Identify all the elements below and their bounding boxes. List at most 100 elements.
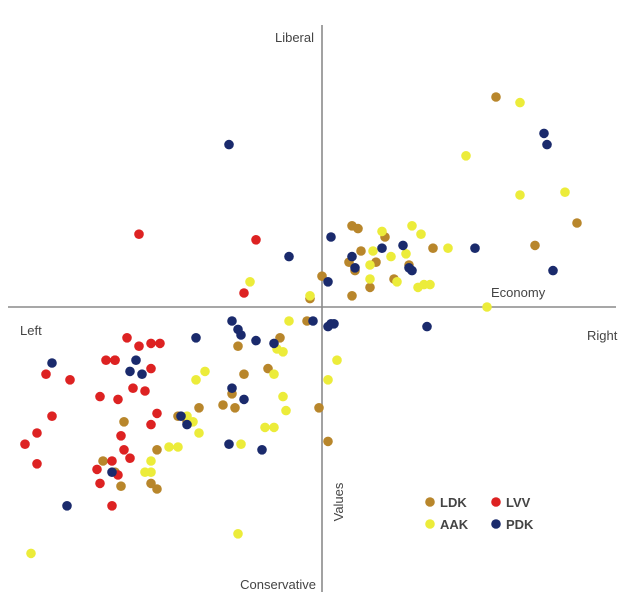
point-aak bbox=[233, 529, 243, 539]
point-aak bbox=[368, 246, 378, 256]
point-pdk bbox=[257, 445, 267, 455]
point-ldk bbox=[491, 92, 501, 102]
point-ldk bbox=[314, 403, 324, 413]
point-lvv bbox=[65, 375, 75, 385]
quadrant-label-left: Left bbox=[20, 323, 42, 338]
point-pdk bbox=[329, 319, 339, 329]
point-pdk bbox=[131, 355, 141, 366]
point-aak bbox=[401, 249, 411, 259]
point-lvv bbox=[101, 355, 111, 366]
point-ldk bbox=[152, 445, 162, 455]
point-pdk bbox=[284, 251, 294, 262]
point-aak bbox=[560, 187, 570, 197]
point-aak bbox=[461, 151, 471, 161]
point-pdk bbox=[251, 335, 261, 346]
x-axis-label: Economy bbox=[491, 285, 546, 300]
point-lvv bbox=[146, 419, 156, 430]
legend-label-lvv: LVV bbox=[506, 495, 531, 510]
point-pdk bbox=[470, 243, 480, 253]
point-ldk bbox=[98, 456, 108, 466]
point-aak bbox=[164, 442, 174, 452]
point-pdk bbox=[47, 358, 57, 368]
point-aak bbox=[386, 251, 396, 262]
point-aak bbox=[281, 405, 291, 416]
point-lvv bbox=[146, 338, 156, 349]
point-ldk bbox=[323, 436, 333, 447]
point-pdk bbox=[539, 128, 549, 139]
point-aak bbox=[443, 243, 453, 253]
data-points bbox=[20, 92, 582, 559]
point-aak bbox=[194, 428, 204, 438]
point-aak bbox=[407, 221, 417, 231]
point-aak bbox=[191, 375, 201, 385]
point-aak bbox=[482, 302, 492, 312]
point-pdk bbox=[407, 265, 417, 276]
point-aak bbox=[284, 316, 294, 326]
point-aak bbox=[365, 260, 375, 270]
point-lvv bbox=[41, 369, 51, 380]
point-aak bbox=[236, 439, 246, 450]
point-lvv bbox=[128, 383, 138, 394]
y-axis-label: Values bbox=[331, 482, 346, 521]
point-pdk bbox=[191, 333, 201, 343]
quadrant-label-top: Liberal bbox=[275, 30, 314, 45]
point-aak bbox=[269, 422, 279, 433]
point-lvv bbox=[95, 478, 105, 489]
point-aak bbox=[416, 229, 426, 239]
point-pdk bbox=[422, 321, 432, 332]
point-lvv bbox=[110, 355, 120, 366]
point-lvv bbox=[32, 428, 42, 438]
point-lvv bbox=[47, 411, 57, 422]
point-aak bbox=[425, 279, 435, 290]
point-lvv bbox=[92, 464, 102, 475]
point-ldk bbox=[239, 369, 249, 380]
point-aak bbox=[305, 291, 315, 301]
point-ldk bbox=[263, 363, 273, 374]
point-aak bbox=[146, 456, 156, 466]
point-ldk bbox=[356, 246, 366, 256]
point-lvv bbox=[152, 408, 162, 419]
point-ldk bbox=[116, 481, 126, 492]
point-ldk bbox=[230, 403, 240, 413]
point-ldk bbox=[152, 484, 162, 494]
point-ldk bbox=[317, 271, 327, 282]
point-pdk bbox=[326, 232, 336, 242]
point-lvv bbox=[107, 501, 117, 511]
legend-marker-lvv bbox=[491, 497, 501, 507]
point-lvv bbox=[134, 229, 144, 239]
point-lvv bbox=[134, 341, 144, 352]
point-ldk bbox=[275, 333, 285, 343]
point-pdk bbox=[269, 338, 279, 349]
point-lvv bbox=[113, 394, 123, 405]
point-lvv bbox=[107, 456, 117, 466]
point-lvv bbox=[146, 363, 156, 374]
point-aak bbox=[278, 391, 288, 402]
point-lvv bbox=[140, 386, 150, 396]
legend-marker-pdk bbox=[491, 519, 501, 529]
point-aak bbox=[173, 442, 183, 452]
point-aak bbox=[26, 548, 36, 559]
point-pdk bbox=[182, 419, 192, 430]
point-lvv bbox=[116, 431, 126, 441]
point-ldk bbox=[347, 291, 357, 301]
point-aak bbox=[365, 274, 375, 284]
point-ldk bbox=[572, 218, 582, 228]
quadrant-label-bottom: Conservative bbox=[240, 577, 316, 592]
legend-label-pdk: PDK bbox=[506, 517, 534, 532]
point-pdk bbox=[347, 251, 357, 262]
point-aak bbox=[323, 375, 333, 385]
point-aak bbox=[140, 467, 150, 478]
point-ldk bbox=[194, 403, 204, 413]
point-aak bbox=[392, 277, 402, 287]
point-ldk bbox=[119, 417, 129, 427]
point-aak bbox=[260, 422, 270, 433]
point-pdk bbox=[176, 411, 186, 422]
point-ldk bbox=[233, 341, 243, 352]
point-pdk bbox=[377, 243, 387, 253]
point-pdk bbox=[398, 240, 408, 251]
point-ldk bbox=[365, 282, 375, 293]
point-lvv bbox=[155, 338, 165, 349]
point-pdk bbox=[548, 265, 558, 276]
point-aak bbox=[332, 355, 342, 366]
